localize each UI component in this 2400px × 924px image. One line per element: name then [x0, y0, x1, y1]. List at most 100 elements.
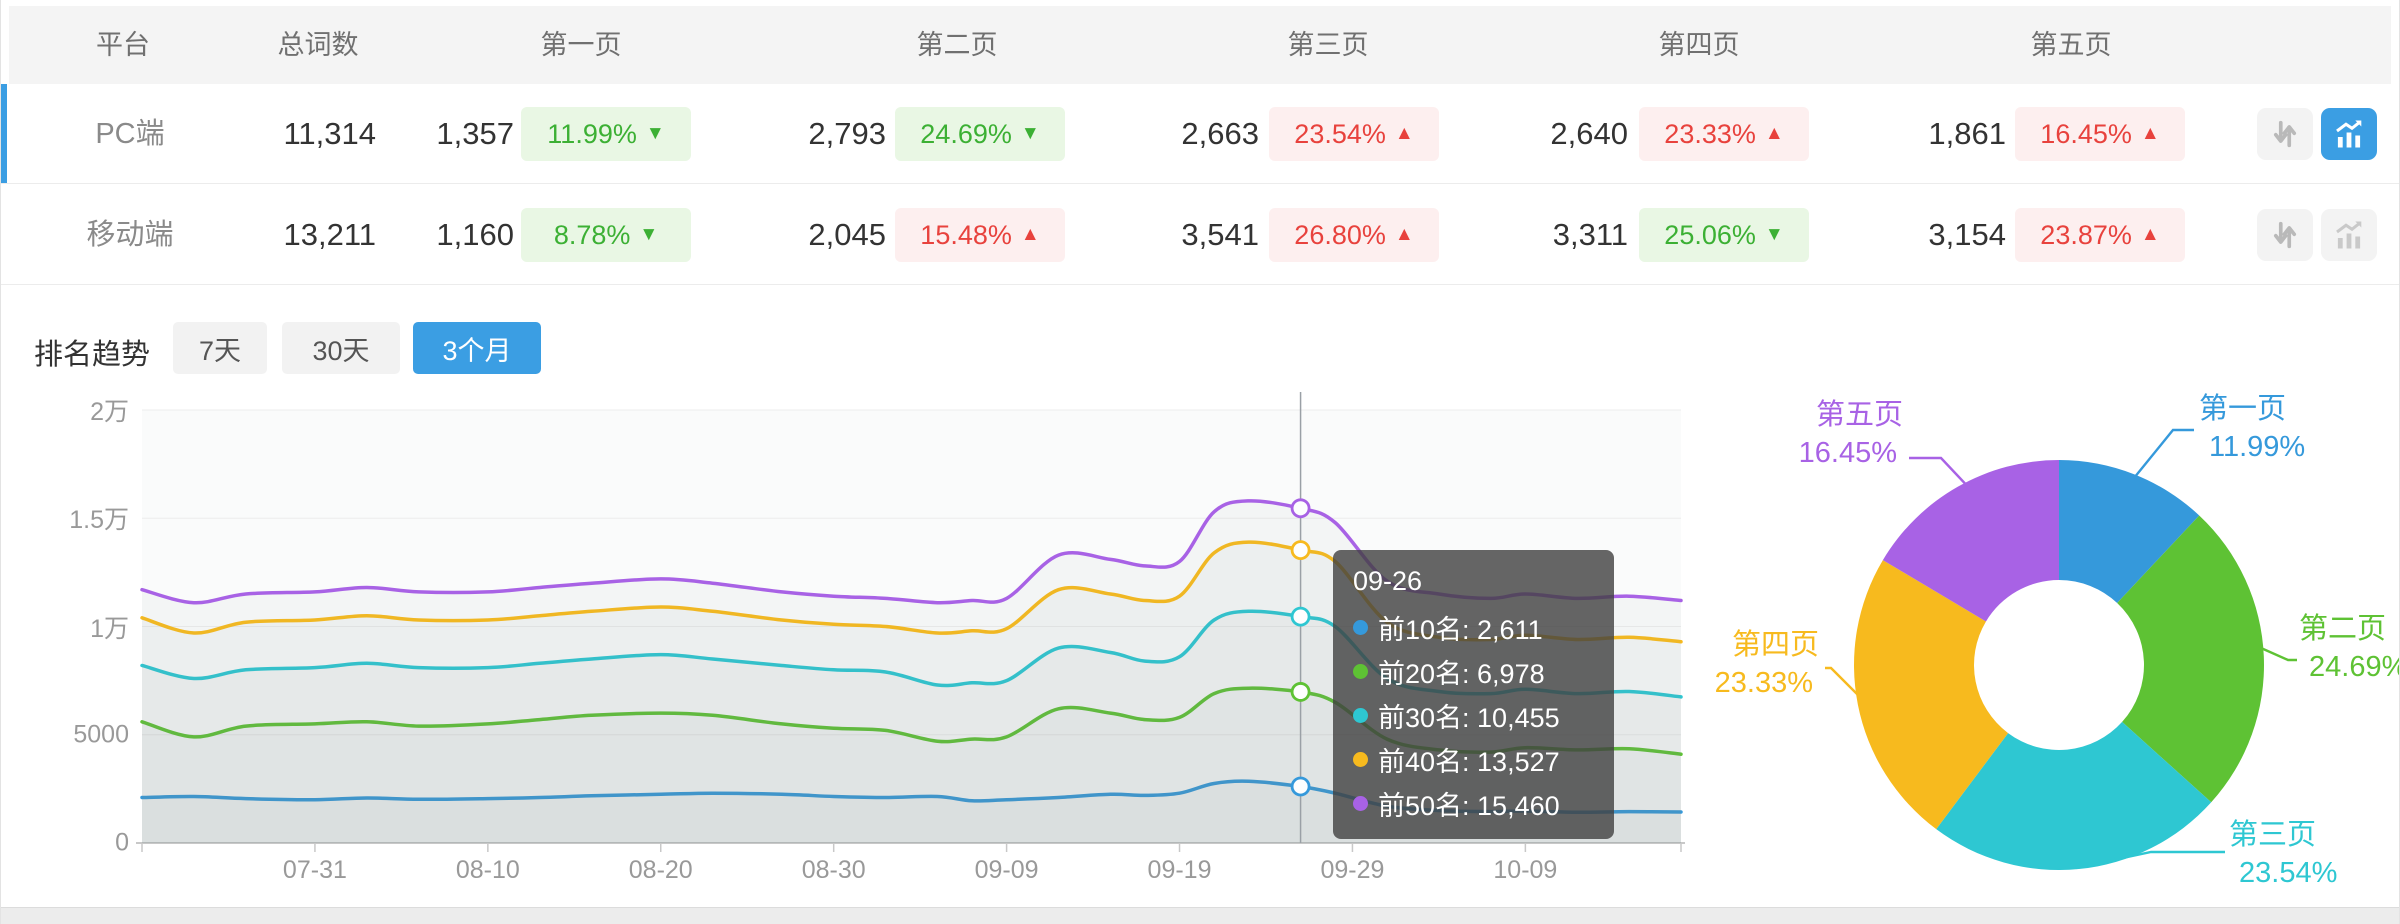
percent-trend-badge: 15.48% ▲ [895, 208, 1065, 262]
percent-value: 15.48% [920, 219, 1012, 250]
donut-slice[interactable] [1936, 721, 2212, 871]
page-count-value: 1,357 [436, 116, 514, 151]
percent-value: 23.54% [1294, 118, 1386, 149]
platform-cell: PC端 [95, 118, 165, 150]
y-axis-label: 5000 [73, 720, 129, 749]
donut-label: 第二页 24.69% [2299, 610, 2399, 686]
percent-value: 25.06% [1664, 219, 1756, 250]
trend-down-icon: ▼ [1020, 123, 1040, 144]
donut-label-name: 第五页 [1815, 399, 1903, 431]
crosshair-marker-dot [1290, 540, 1311, 561]
tooltip-item: 前50名: 15,460 [1351, 781, 1596, 825]
platform-cell: 移动端 [86, 219, 174, 251]
table-column-header: 第一页 [540, 30, 622, 60]
percent-value: 16.45% [2040, 118, 2132, 149]
y-axis-label: 2万 [90, 398, 129, 426]
series-area-fill [142, 781, 1681, 843]
page-count-value: 2,793 [808, 116, 886, 151]
x-axis-label: 07-31 [282, 856, 347, 884]
donut-label: 第三页 23.54% [2229, 816, 2337, 892]
x-axis-label: 10-09 [1493, 856, 1558, 884]
donut-leader-line [1909, 456, 1974, 493]
donut-leader-line [2133, 428, 2194, 479]
total-words-cell: 13,211 [283, 217, 376, 252]
donut-label-name: 第三页 [2229, 819, 2317, 851]
percent-trend-badge: 23.54% ▲ [1269, 107, 1439, 161]
page-count-value: 2,045 [808, 217, 886, 252]
tooltip-date: 09-26 [1353, 566, 1423, 596]
trend-down-icon: ▼ [645, 123, 665, 144]
x-axis-label: 08-20 [628, 856, 693, 884]
table-column-header: 第五页 [2030, 30, 2112, 60]
page-count-value: 1,160 [436, 217, 514, 252]
y-axis-label: 0 [115, 828, 129, 857]
percent-value: 24.69% [920, 118, 1012, 149]
tooltip-item: 前40名: 13,527 [1351, 737, 1596, 781]
donut-label: 第一页 11.99% [2199, 390, 2305, 466]
table-column-header: 平台 [96, 30, 150, 60]
donut-leader-line [2075, 850, 2225, 870]
crosshair-marker-dot [1290, 498, 1311, 519]
line-chart-icon [2336, 221, 2362, 249]
tooltip-item-text: 前30名: 10,455 [1378, 702, 1560, 733]
donut-slice[interactable] [2059, 460, 2200, 604]
footer-bar [1, 907, 2399, 924]
tab-7天[interactable]: 7天 [173, 322, 267, 374]
donut-slice[interactable] [1882, 460, 2059, 622]
legend-dot-icon [1353, 751, 1368, 767]
page-count-value: 2,640 [1550, 116, 1628, 151]
donut-leader-line [2260, 646, 2297, 662]
percent-value: 11.99% [547, 118, 637, 149]
y-axis-label: 1.5万 [69, 506, 129, 535]
tooltip-item-text: 前50名: 15,460 [1378, 790, 1560, 821]
page-count-value: 1,861 [1928, 116, 2006, 151]
sort-button[interactable] [2257, 209, 2313, 261]
table-column-header: 总词数 [277, 30, 359, 60]
table-column-header: 第二页 [916, 30, 998, 60]
tooltip-item: 前20名: 6,978 [1351, 649, 1596, 693]
tooltip-item-text: 前20名: 6,978 [1378, 658, 1545, 689]
chart-tooltip: 09-26 前10名: 2,611 前20名: 6,978 前30名: 10,455… [1333, 550, 1614, 839]
series-area-fill [142, 688, 1681, 843]
page-count-value: 3,154 [1928, 217, 2006, 252]
trend-chart-button[interactable] [2321, 209, 2377, 261]
crosshair-marker-dot [1290, 682, 1311, 702]
donut-label-name: 第四页 [1731, 629, 1819, 661]
table-row[interactable]: PC端 11,314 1,357 11.99% ▼ 2,793 24.69% ▼ 2,663 23… [1, 84, 2399, 184]
table-header-row: 平台 总词数 第一页 第二页 第三页 第四页 第五页 [9, 6, 2391, 85]
tab-3个月[interactable]: 3个月 [413, 322, 541, 374]
donut-label-name: 第二页 [2299, 613, 2387, 645]
sort-button[interactable] [2257, 108, 2313, 160]
donut-label: 第五页 16.45% [1725, 396, 1903, 472]
x-axis-label: 08-10 [455, 856, 520, 884]
trend-down-icon: ▼ [639, 224, 659, 245]
percent-trend-badge: 24.69% ▼ [895, 107, 1065, 161]
legend-dot-icon [1353, 619, 1368, 635]
page-count-value: 3,541 [1181, 217, 1259, 252]
legend-dot-icon [1353, 795, 1368, 811]
tooltip-item-text: 前10名: 2,611 [1378, 614, 1543, 645]
y-axis-label: 1万 [90, 614, 129, 643]
percent-value: 23.87% [2040, 219, 2132, 250]
trend-up-icon: ▲ [1020, 224, 1040, 245]
legend-dot-icon [1353, 707, 1368, 723]
tab-30天[interactable]: 30天 [282, 322, 400, 374]
crosshair-marker-dot [1290, 776, 1311, 797]
percent-trend-badge: 26.80% ▲ [1269, 208, 1439, 262]
series-area-fill [142, 500, 1681, 843]
legend-dot-icon [1353, 663, 1368, 679]
donut-label-name: 第一页 [2199, 393, 2287, 425]
trend-chart-button[interactable] [2321, 108, 2377, 160]
x-axis-label: 09-29 [1320, 856, 1385, 884]
donut-slice[interactable] [1854, 560, 2009, 830]
percent-trend-badge: 8.78% ▼ [521, 208, 691, 262]
tooltip-items: 前10名: 2,611 前20名: 6,978 前30名: 10,455 前40名: … [1351, 605, 1596, 825]
page-count-value: 2,663 [1181, 116, 1259, 151]
trend-up-icon: ▲ [2140, 224, 2160, 245]
donut-label-percent: 16.45% [1798, 437, 1897, 469]
table-row[interactable]: 移动端 13,211 1,160 8.78% ▼ 2,045 15.48% ▲ 3,541 26.… [1, 185, 2399, 285]
donut-slice[interactable] [2117, 515, 2265, 803]
donut-label: 第四页 23.33% [1641, 626, 1819, 702]
